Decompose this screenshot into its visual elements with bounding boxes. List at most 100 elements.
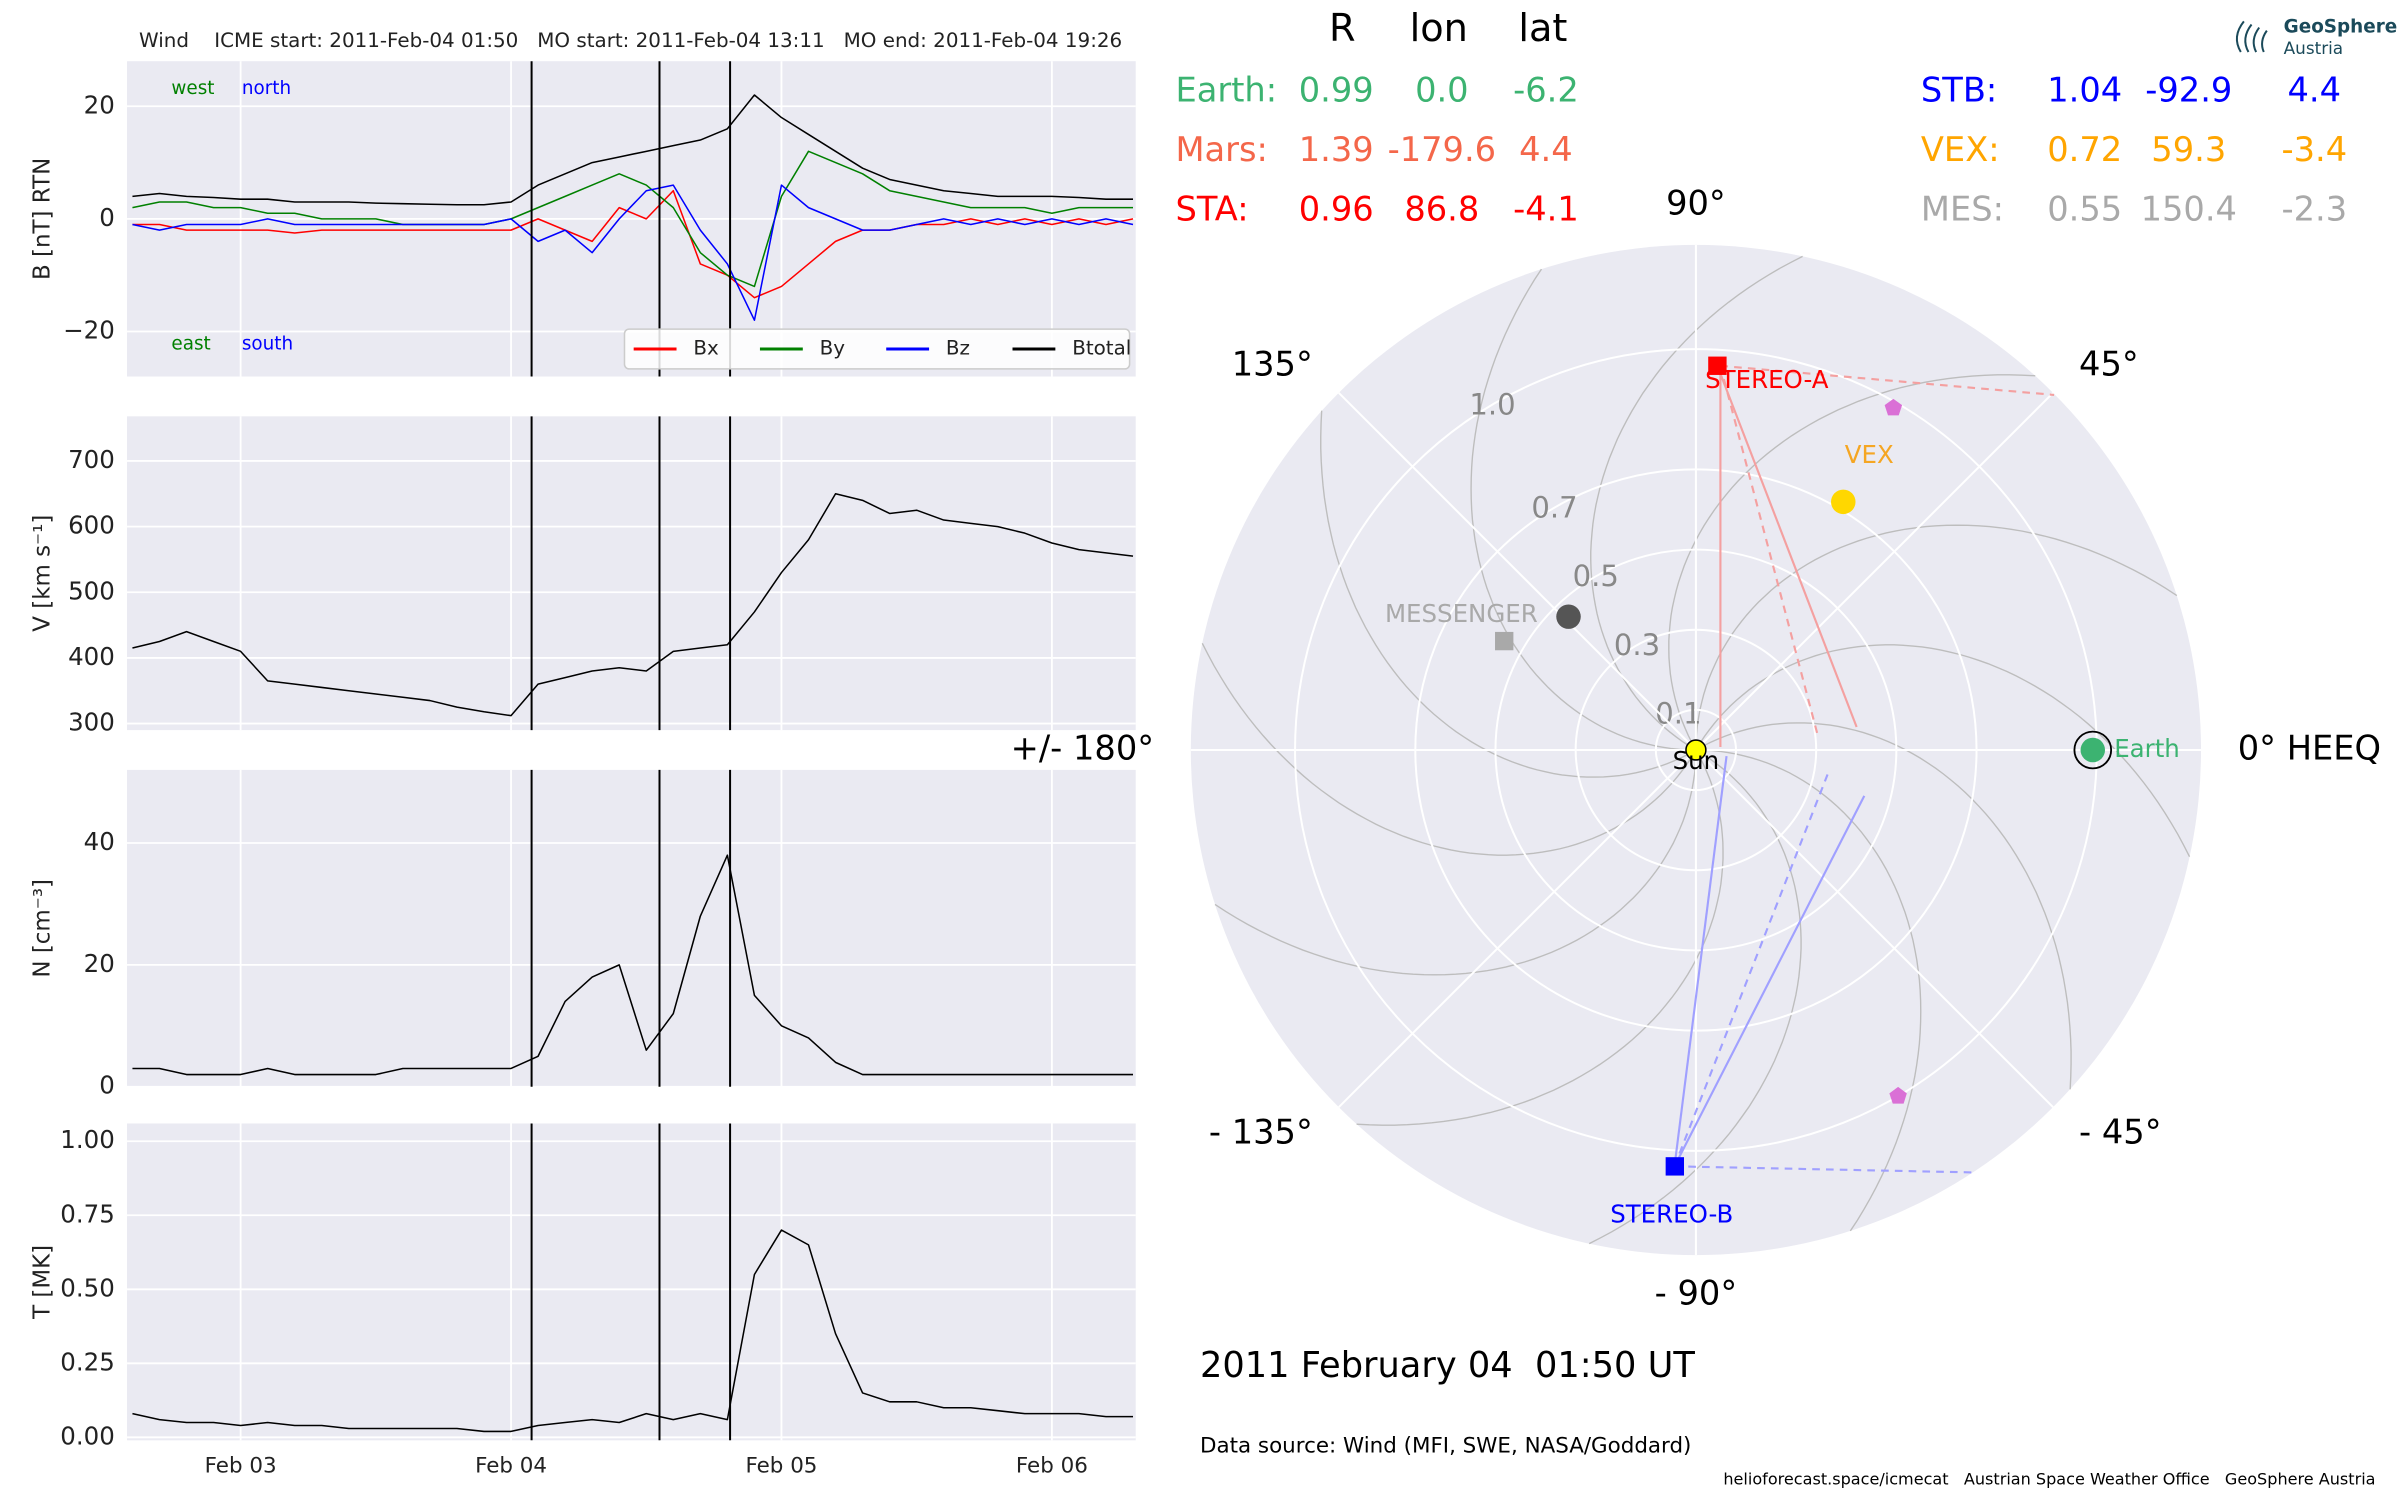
- y-tick-label: 300: [68, 708, 115, 737]
- position-label: MESSENGER: [1385, 599, 1538, 628]
- position-label: Sun: [1673, 746, 1720, 775]
- y-axis-label: V [km s⁻¹]: [29, 515, 55, 632]
- theta-tick-label: 90°: [1666, 184, 1726, 223]
- position-marker: [1889, 1086, 1907, 1104]
- table-row-name: Mars:: [1176, 130, 1268, 169]
- position-marker: [1884, 398, 1903, 416]
- table-cell: 0.96: [1299, 190, 1374, 229]
- fov-line: [1719, 365, 1820, 739]
- fov-line: [1720, 364, 2055, 396]
- spiral: [1695, 722, 2072, 1090]
- y-tick-label: 600: [68, 511, 115, 540]
- plot-background: [127, 1123, 1136, 1441]
- table-cell: 1.39: [1299, 130, 1374, 169]
- position-marker: [1556, 604, 1581, 629]
- position-marker: [1685, 739, 1707, 761]
- table-row-name: MES:: [1921, 190, 2004, 229]
- position-label: STEREO-B: [1610, 1199, 1733, 1228]
- legend-label: By: [820, 336, 846, 359]
- table-cell: 0.99: [1299, 70, 1374, 109]
- table-cell: -3.4: [2281, 130, 2347, 169]
- position-label: STEREO-A: [1705, 365, 1829, 394]
- fov-line: [1674, 1165, 1975, 1174]
- table-cell: -2.3: [2281, 190, 2347, 229]
- spiral: [1695, 749, 1922, 1232]
- logo-text: GeoSphere: [2284, 17, 2398, 38]
- table-cell: 4.4: [1519, 130, 1573, 169]
- theta-tick-label: - 90°: [1655, 1273, 1738, 1312]
- data-source: Data source: Wind (MFI, SWE, NASA/Goddar…: [1200, 1433, 1691, 1458]
- series-line: [132, 1229, 1134, 1433]
- theta-tick-label: 45°: [2079, 344, 2139, 383]
- y-tick-label: 0.50: [60, 1273, 114, 1302]
- table-row-name: VEX:: [1921, 130, 2000, 169]
- plot-background: [127, 416, 1136, 731]
- y-tick-label: 0: [99, 203, 115, 232]
- y-axis-label: T [MK]: [29, 1245, 55, 1320]
- table-header: lon: [1410, 6, 1468, 51]
- grid-spoke: [1338, 749, 1697, 1108]
- grid-spoke: [1695, 392, 2054, 751]
- y-tick-label: 0.75: [60, 1199, 114, 1228]
- y-tick-label: 0.00: [60, 1421, 114, 1450]
- grid-spoke: [1338, 392, 1697, 751]
- logo-arc: [2235, 20, 2245, 53]
- y-tick-label: 0.25: [60, 1347, 114, 1376]
- fov-line: [1673, 795, 1866, 1167]
- annotation: north: [242, 78, 291, 99]
- table-cell: -4.1: [1513, 190, 1579, 229]
- table-cell: 0.0: [1415, 70, 1469, 109]
- series-line: [132, 189, 1134, 299]
- table-row-name: STA:: [1176, 190, 1249, 229]
- date-label: 2011 February 04 01:50 UT: [1200, 1345, 1695, 1386]
- y-tick-label: 500: [68, 576, 115, 605]
- spiral: [1695, 644, 2191, 857]
- x-tick-label: Feb 05: [745, 1453, 817, 1478]
- theta-tick-label: 0° HEEQ: [2238, 729, 2381, 768]
- y-tick-label: 20: [84, 949, 115, 978]
- table-row-name: STB:: [1921, 70, 1997, 109]
- table-header: lat: [1518, 6, 1567, 51]
- earth-ring: [2073, 730, 2113, 770]
- spiral: [1590, 255, 1803, 751]
- y-tick-label: 1.00: [60, 1125, 114, 1154]
- table-cell: 0.55: [2047, 190, 2122, 229]
- theta-tick-label: 135°: [1232, 344, 1313, 383]
- spiral: [1695, 524, 2178, 751]
- grid-spoke: [1695, 749, 2054, 1108]
- series-line: [132, 150, 1134, 288]
- table-cell: 59.3: [2151, 130, 2226, 169]
- theta-tick-label: - 45°: [2079, 1113, 2162, 1152]
- y-tick-label: 20: [84, 90, 115, 119]
- fov-line: [1673, 755, 1728, 1167]
- r-tick-label: 0.1: [1655, 697, 1701, 731]
- table-cell: 150.4: [2141, 190, 2237, 229]
- table-cell: -92.9: [2145, 70, 2232, 109]
- table-cell: 0.72: [2047, 130, 2122, 169]
- y-tick-label: −20: [63, 315, 115, 344]
- table-cell: 86.8: [1404, 190, 1479, 229]
- series-line: [132, 94, 1134, 206]
- annotation: west: [171, 78, 214, 99]
- y-axis-label: N [cm⁻³]: [29, 879, 55, 978]
- y-tick-label: 40: [84, 827, 115, 856]
- series-line: [132, 854, 1134, 1076]
- spiral: [1214, 749, 1697, 976]
- series-line: [132, 184, 1134, 321]
- position-marker: [1495, 631, 1514, 651]
- legend-label: Bz: [946, 336, 970, 359]
- r-tick-label: 0.3: [1614, 628, 1660, 662]
- table-cell: 1.04: [2047, 70, 2122, 109]
- position-label: Earth: [2114, 734, 2180, 763]
- table-cell: -6.2: [1513, 70, 1579, 109]
- position-label: VEX: [1845, 440, 1894, 469]
- position-marker: [2080, 737, 2106, 763]
- series-line: [132, 493, 1134, 717]
- chart-title: Wind ICME start: 2011-Feb-04 01:50 MO st…: [139, 29, 1122, 52]
- position-marker: [1708, 356, 1727, 375]
- spiral: [1668, 374, 2036, 751]
- table-cell: 4.4: [2288, 70, 2342, 109]
- y-tick-label: 700: [68, 445, 115, 474]
- annotation: south: [242, 333, 293, 354]
